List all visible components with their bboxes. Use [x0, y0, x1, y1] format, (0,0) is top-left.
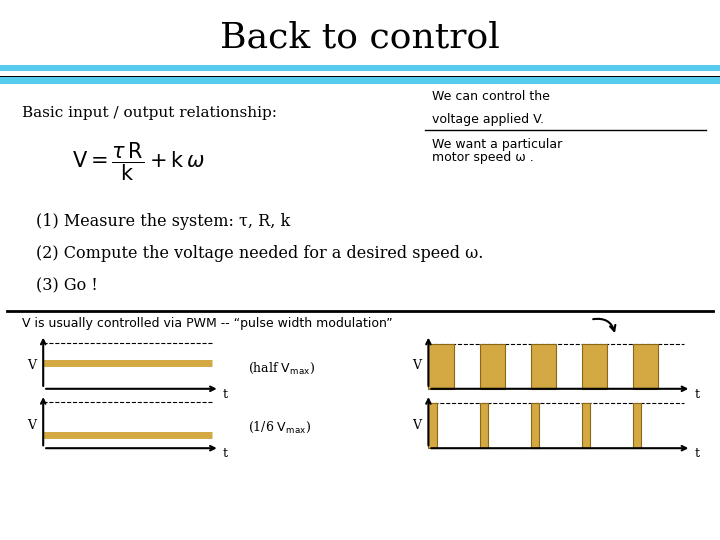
Text: (2) Compute the voltage needed for a desired speed ω.: (2) Compute the voltage needed for a des…: [36, 245, 483, 262]
Text: (half $\mathrm{V_{max}}$): (half $\mathrm{V_{max}}$): [248, 361, 315, 376]
Text: t: t: [223, 447, 228, 460]
Bar: [428, 403, 437, 448]
Bar: [531, 343, 556, 389]
Text: V: V: [27, 359, 36, 372]
Bar: [582, 343, 607, 389]
Text: voltage applied V.: voltage applied V.: [432, 113, 544, 126]
Text: $\mathrm{V} = \dfrac{\tau\,\mathrm{R}}{\mathrm{k}} + \mathrm{k}\,\omega$: $\mathrm{V} = \dfrac{\tau\,\mathrm{R}}{\…: [72, 141, 204, 183]
Text: Basic input / output relationship:: Basic input / output relationship:: [22, 106, 276, 120]
Bar: [0, 76, 720, 78]
Bar: [0, 65, 720, 71]
Text: motor speed ω .: motor speed ω .: [432, 151, 534, 164]
Text: (1/6 $\mathrm{V_{max}}$): (1/6 $\mathrm{V_{max}}$): [248, 420, 311, 435]
Text: V: V: [413, 418, 421, 431]
Bar: [428, 343, 454, 389]
Text: t: t: [223, 388, 228, 401]
Text: Back to control: Back to control: [220, 21, 500, 55]
Bar: [633, 343, 658, 389]
Bar: [633, 403, 642, 448]
Text: We want a particular: We want a particular: [432, 138, 562, 151]
Text: t: t: [695, 447, 699, 460]
Bar: [480, 403, 488, 448]
Bar: [531, 403, 539, 448]
Text: (3) Go !: (3) Go !: [36, 278, 98, 295]
Text: We can control the: We can control the: [432, 90, 550, 103]
Bar: [0, 77, 720, 84]
Text: V is usually controlled via PWM -- “pulse width modulation”: V is usually controlled via PWM -- “puls…: [22, 318, 392, 330]
Bar: [480, 343, 505, 389]
Bar: [582, 403, 590, 448]
Text: V: V: [27, 418, 36, 431]
Text: V: V: [413, 359, 421, 372]
Text: (1) Measure the system: τ, R, k: (1) Measure the system: τ, R, k: [36, 213, 290, 230]
Text: t: t: [695, 388, 699, 401]
